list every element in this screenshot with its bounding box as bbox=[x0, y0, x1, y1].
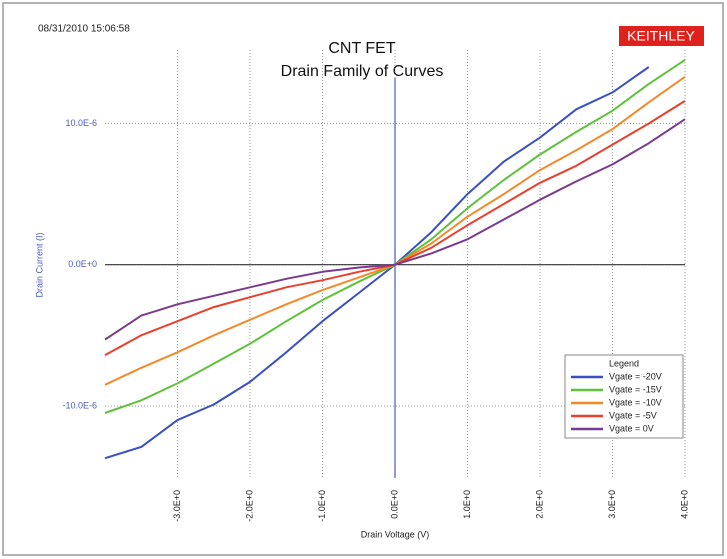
legend-label: Vgate = -10V bbox=[609, 397, 662, 407]
x-tick-label: -3.0E+0 bbox=[172, 490, 182, 522]
timestamp: 08/31/2010 15:06:58 bbox=[38, 24, 130, 35]
legend-label: Vgate = -5V bbox=[609, 410, 657, 420]
y-tick-label: 0.0E+0 bbox=[68, 259, 97, 269]
y-axis-label: Drain Current (I) bbox=[34, 232, 44, 297]
x-tick-label: 4.0E+0 bbox=[679, 490, 689, 519]
chart-title: CNT FET bbox=[328, 40, 395, 57]
legend-box bbox=[564, 354, 684, 439]
legend-label: Vgate = -15V bbox=[609, 384, 662, 394]
y-tick-label: -10.0E-6 bbox=[62, 400, 97, 410]
x-tick-label: -2.0E+0 bbox=[244, 490, 254, 522]
data-line bbox=[104, 66, 650, 460]
x-tick-label: 3.0E+0 bbox=[607, 490, 617, 519]
brand-box bbox=[619, 26, 704, 46]
legend-label: Vgate = -20V bbox=[609, 371, 662, 381]
legend-title: Legend bbox=[609, 358, 639, 368]
x-tick-label: 2.0E+0 bbox=[534, 490, 544, 519]
x-tick-label: -1.0E+0 bbox=[317, 490, 327, 522]
x-tick-label: 1.0E+0 bbox=[462, 490, 472, 519]
data-line bbox=[104, 118, 686, 341]
legend-label: Vgate = 0V bbox=[609, 423, 654, 433]
y-tick-label: 10.0E-6 bbox=[65, 118, 97, 128]
chart-subtitle: Drain Family of Curves bbox=[281, 63, 444, 80]
x-axis-label: Drain Voltage (V) bbox=[361, 529, 430, 539]
brand: KEITHLEY bbox=[627, 28, 695, 44]
x-tick-label: 0.0E+0 bbox=[389, 490, 399, 519]
